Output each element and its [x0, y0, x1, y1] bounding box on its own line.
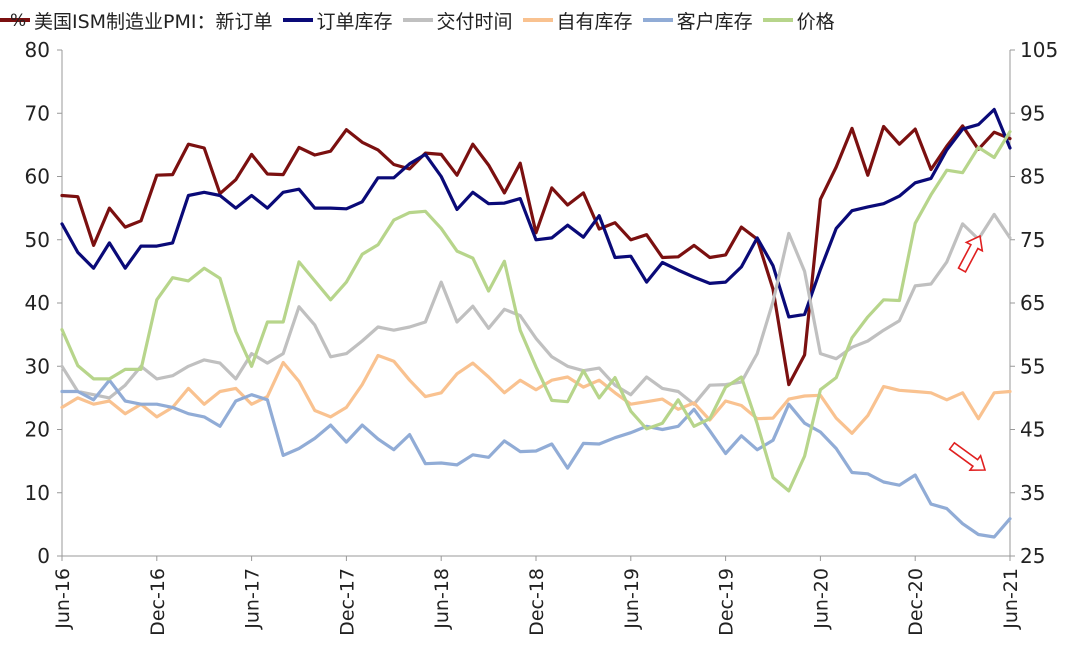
- left-tick-label: 30: [25, 354, 50, 378]
- right-tick-label: 105: [1020, 38, 1058, 62]
- series-line-2: [60, 212, 1012, 406]
- annotation-arrow-up-icon: [957, 234, 984, 273]
- x-tick-label: Jun-18: [431, 568, 453, 630]
- right-tick-label: 55: [1020, 354, 1045, 378]
- right-tick-label: 95: [1020, 101, 1045, 125]
- x-tick-label: Dec-20: [905, 568, 927, 636]
- x-tick-label: Dec-16: [147, 568, 169, 636]
- legend-label: 交付时间: [436, 10, 513, 33]
- left-tick-label: 0: [37, 544, 50, 568]
- legend-label: 价格: [796, 10, 835, 33]
- x-tick-label: Jun-21: [1000, 568, 1022, 630]
- left-tick-label: 70: [25, 101, 50, 125]
- left-tick-label: 80: [25, 38, 50, 62]
- right-tick-label: 25: [1020, 544, 1045, 568]
- x-tick-label: Dec-17: [336, 568, 358, 636]
- legend-item-backlog: 订单库存: [282, 7, 393, 34]
- legend-label: 订单库存: [316, 10, 393, 33]
- right-tick-label: 65: [1020, 291, 1045, 315]
- legend-item-customer-inventory: 客户库存: [642, 7, 753, 34]
- series-line-3: [60, 353, 1012, 435]
- legend-label: 客户库存: [676, 10, 753, 33]
- left-tick-label: 20: [25, 418, 50, 442]
- x-tick-label: Dec-19: [716, 568, 738, 636]
- legend-label: 美国ISM制造业PMI：新订单: [34, 10, 273, 33]
- legend-item-new-orders: 美国ISM制造业PMI：新订单: [0, 7, 273, 34]
- legend-item-prices: 价格: [762, 7, 835, 34]
- right-tick-label: 45: [1020, 418, 1045, 442]
- y-axis-unit-label: %: [10, 11, 26, 31]
- x-tick-label: Jun-20: [810, 568, 832, 630]
- legend-swatch: [0, 18, 30, 22]
- left-tick-label: 10: [25, 481, 50, 505]
- right-tick-label: 75: [1020, 228, 1045, 252]
- chart-legend: 美国ISM制造业PMI：新订单 订单库存 交付时间 自有库存 客户库存 价格: [0, 0, 845, 40]
- x-tick-label: Jun-17: [242, 568, 264, 630]
- left-tick-label: 50: [25, 228, 50, 252]
- series-line-5: [60, 130, 1012, 493]
- legend-swatch: [642, 18, 673, 22]
- legend-swatch: [282, 18, 313, 22]
- right-tick-label: 85: [1020, 165, 1045, 189]
- series-line-0: [60, 124, 1012, 387]
- x-tick-label: Dec-18: [526, 568, 548, 636]
- right-tick-label: 35: [1020, 481, 1045, 505]
- legend-label: 自有库存: [556, 10, 633, 33]
- series-line-4: [60, 378, 1012, 539]
- legend-swatch: [762, 18, 793, 22]
- x-tick-label: Jun-16: [52, 568, 74, 630]
- legend-swatch: [402, 18, 433, 22]
- x-tick-label: Jun-19: [621, 568, 643, 630]
- legend-swatch: [522, 18, 553, 22]
- annotation-arrow-down-icon: [948, 441, 987, 472]
- legend-item-deliveries: 交付时间: [402, 7, 513, 34]
- series-line-1: [60, 107, 1012, 319]
- left-tick-label: 60: [25, 165, 50, 189]
- legend-item-own-inventory: 自有库存: [522, 7, 633, 34]
- left-tick-label: 40: [25, 291, 50, 315]
